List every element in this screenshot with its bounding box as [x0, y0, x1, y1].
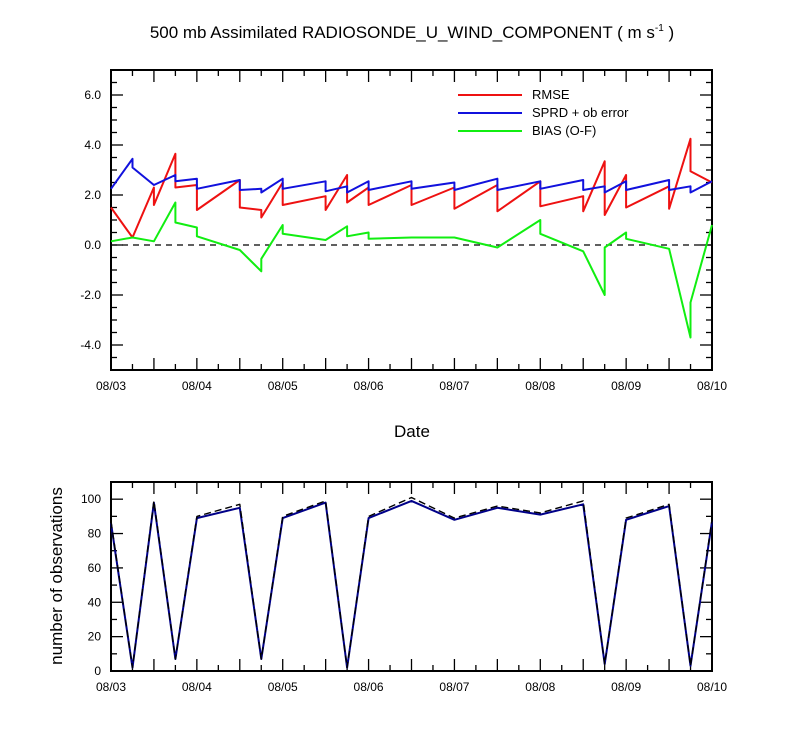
x-tick-label: 08/10: [697, 680, 727, 694]
y-axis-label-observations: number of observations: [47, 487, 66, 665]
x-tick-label: 08/03: [96, 379, 126, 393]
y-tick-label: 40: [88, 595, 102, 609]
y-tick-label: 0: [94, 664, 101, 678]
main-plot-series: [110, 137, 713, 339]
x-tick-label: 08/06: [354, 379, 384, 393]
x-tick-label: 08/05: [268, 379, 298, 393]
y-tick-label: 80: [88, 527, 102, 541]
y-tick-label: 6.0: [84, 88, 101, 102]
legend-label-rmse: RMSE: [532, 87, 570, 102]
x-tick-label: 08/09: [611, 680, 641, 694]
x-tick-label: 08/04: [182, 379, 212, 393]
observations-plot-ticks: [110, 481, 713, 672]
chart-title-suffix: ): [664, 23, 674, 42]
y-tick-label: 100: [81, 492, 101, 506]
series-line-2: [110, 201, 713, 339]
x-tick-label: 08/07: [439, 680, 469, 694]
x-axis-label: Date: [394, 422, 430, 441]
x-tick-label: 08/10: [697, 379, 727, 393]
y-tick-label: 2.0: [84, 188, 101, 202]
x-tick-label: 08/04: [182, 680, 212, 694]
legend: RMSE SPRD + ob error BIAS (O-F): [458, 87, 629, 138]
x-tick-label: 08/08: [525, 680, 555, 694]
legend-label-sprd: SPRD + ob error: [532, 105, 629, 120]
y-tick-label: 0.0: [84, 238, 101, 252]
legend-label-bias: BIAS (O-F): [532, 123, 596, 138]
series-line-1: [110, 157, 713, 194]
y-tick-label: 20: [88, 630, 102, 644]
x-tick-label: 08/06: [354, 680, 384, 694]
observations-plot-series: [110, 496, 713, 669]
main-plot-y-tick-labels: -4.0 -2.0 0.0 2.0 4.0 6.0: [80, 88, 101, 352]
chart-title-main: 500 mb Assimilated RADIOSONDE_U_WIND_COM…: [150, 23, 655, 42]
series-line-0: [110, 137, 713, 239]
observations-plot-panel: 08/03 08/04 08/05 08/06 08/07 08/08 08/09 08/10…: [47, 481, 727, 694]
x-tick-label: 08/05: [268, 680, 298, 694]
observations-plot-y-tick-labels: 0 20 40 60 80 100: [81, 492, 101, 678]
chart-title: 500 mb Assimilated RADIOSONDE_U_WIND_COM…: [150, 23, 674, 42]
observations-plot-frame: [110, 481, 713, 672]
series-line-0: [110, 499, 713, 669]
series-line-1: [110, 496, 713, 669]
main-plot-ticks: [110, 69, 713, 371]
main-plot-panel: 08/03 08/04 08/05 08/06 08/07 08/08 08/09 08/10…: [80, 69, 727, 441]
y-tick-label: 60: [88, 561, 102, 575]
y-tick-label: 4.0: [84, 138, 101, 152]
x-tick-label: 08/08: [525, 379, 555, 393]
chart-title-superscript: -1: [655, 23, 664, 34]
observations-plot-x-tick-labels: 08/03 08/04 08/05 08/06 08/07 08/08 08/09 08/10: [96, 680, 727, 694]
y-tick-label: -2.0: [80, 288, 101, 302]
y-tick-label: -4.0: [80, 338, 101, 352]
x-tick-label: 08/09: [611, 379, 641, 393]
main-plot-x-tick-labels: 08/03 08/04 08/05 08/06 08/07 08/08 08/09 08/10: [96, 379, 727, 393]
x-tick-label: 08/03: [96, 680, 126, 694]
x-tick-label: 08/07: [439, 379, 469, 393]
